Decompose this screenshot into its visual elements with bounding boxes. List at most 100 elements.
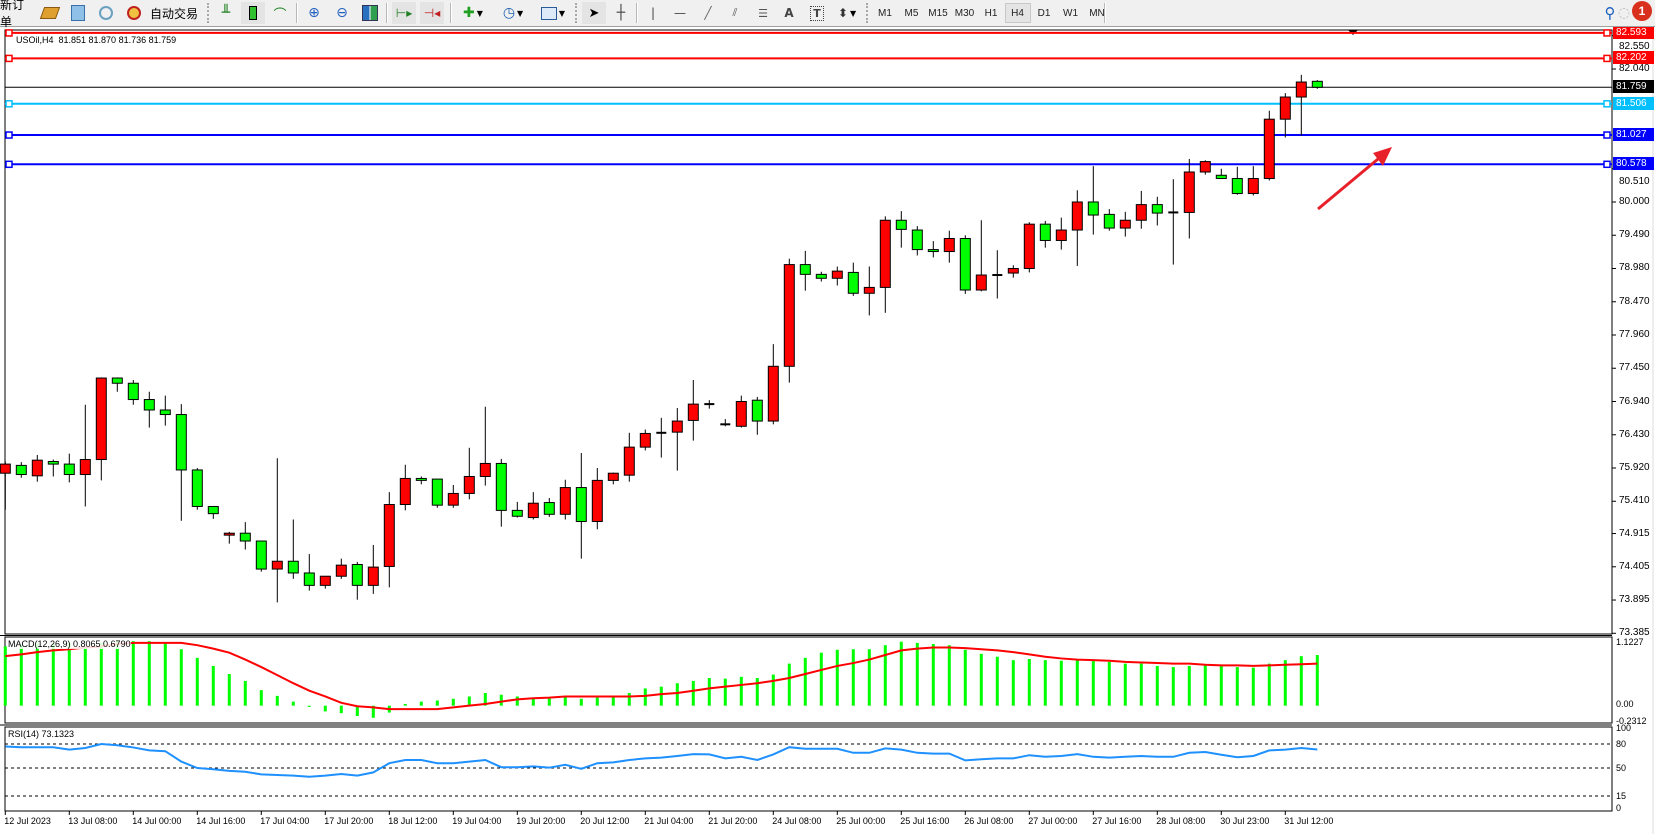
macd-histogram-bar — [643, 688, 647, 706]
zoom-out-icon: ⊖ — [336, 5, 348, 21]
macd-histogram-bar — [1027, 659, 1031, 706]
macd-histogram-bar — [499, 694, 503, 706]
candle — [720, 419, 731, 427]
vertical-line-button[interactable]: | — [641, 2, 665, 24]
signals-button[interactable] — [94, 2, 118, 24]
auto-trading-button[interactable] — [122, 2, 146, 24]
arrows-button[interactable]: ⬍ ▼ — [830, 2, 864, 24]
timeframe-m30[interactable]: M30 — [954, 7, 975, 19]
macd-histogram-bar — [1267, 663, 1271, 706]
auto-scroll-button[interactable]: ⊢▸ — [392, 2, 416, 24]
toolbar: 新订单 自动交易 ╨ ⌒ ⊕ ⊖ ⊢▸ ⊣◂ ✚ ▼ ◷ ▼ ▼ ➤ ┼ | — ╱… — [0, 0, 1655, 29]
candle-body — [127, 382, 139, 401]
timeframe-m5[interactable]: M5 — [904, 7, 919, 19]
macd-histogram-bar — [307, 705, 311, 707]
vertical-line-icon: | — [650, 6, 656, 20]
zoom-out-button[interactable]: ⊖ — [330, 2, 354, 24]
candle — [671, 408, 683, 471]
macd-histogram-bar — [1075, 660, 1079, 706]
candle-body — [463, 475, 475, 494]
notification-badge[interactable]: 1 — [1632, 1, 1652, 21]
candle — [447, 484, 459, 508]
candle — [1279, 93, 1291, 138]
candle — [79, 404, 91, 507]
periods-button[interactable]: ◷ ▼ — [496, 2, 530, 24]
fibonacci-button[interactable]: ☰ — [751, 2, 775, 24]
line-chart-button[interactable]: ⌒ — [268, 2, 292, 24]
trendline-button[interactable]: ╱ — [696, 2, 720, 24]
candle-body — [415, 477, 427, 481]
candle — [687, 379, 699, 441]
candle — [1023, 222, 1035, 273]
candle — [559, 479, 571, 520]
candle — [255, 540, 267, 572]
candle-body — [175, 414, 187, 471]
candlestick-button[interactable] — [241, 2, 265, 24]
candle — [815, 271, 827, 282]
candle — [607, 472, 619, 485]
timeframe-h4[interactable]: H4 — [1004, 3, 1031, 23]
market-watch-button[interactable] — [38, 2, 62, 24]
candle — [1087, 166, 1099, 235]
candle — [223, 531, 235, 544]
chat-button[interactable]: ◌ — [1612, 2, 1636, 24]
candle — [399, 464, 411, 511]
text-label-button[interactable]: T — [805, 2, 829, 24]
dropdown-arrow-icon: ▼ — [558, 8, 566, 18]
text-button[interactable]: A — [777, 2, 801, 24]
auto-trading-label-button[interactable]: 自动交易 — [146, 2, 202, 24]
periods-icon: ◷ — [502, 5, 516, 21]
macd-histogram-bar — [611, 696, 615, 706]
candle-body — [1039, 223, 1051, 241]
candle-body — [1055, 229, 1067, 241]
candle — [1151, 196, 1163, 226]
templates-button[interactable]: ▼ — [536, 2, 570, 24]
macd-histogram-bar — [147, 641, 151, 706]
tile-windows-button[interactable] — [358, 2, 382, 24]
timeframe-w1[interactable]: W1 — [1063, 7, 1078, 19]
timeframe-mn[interactable]: MN — [1089, 7, 1105, 19]
candle — [943, 230, 955, 263]
candle — [639, 429, 651, 451]
candle-body — [671, 420, 683, 433]
candle-body — [1087, 201, 1099, 216]
separator — [386, 3, 388, 23]
candle — [63, 453, 75, 483]
zoom-in-button[interactable]: ⊕ — [302, 2, 326, 24]
bar-chart-button[interactable]: ╨ — [214, 2, 238, 24]
zoom-in-icon: ⊕ — [308, 5, 320, 21]
timeframe-m15[interactable]: M15 — [928, 7, 948, 19]
new-order-button[interactable]: 新订单 — [0, 0, 34, 29]
indicators-button[interactable]: ✚ ▼ — [456, 2, 490, 24]
text-label-icon: T — [810, 5, 824, 21]
candle-body — [959, 238, 971, 291]
horizontal-line-button[interactable]: — — [668, 2, 692, 24]
search-button[interactable]: ⚲ — [1598, 2, 1622, 24]
candle-body — [1071, 201, 1083, 231]
macd-histogram-bar — [1155, 665, 1159, 706]
chart-shift-icon: ⊣◂ — [423, 6, 441, 20]
candle-body — [575, 487, 587, 522]
crosshair-button[interactable]: ┼ — [609, 2, 633, 24]
candle-body — [271, 560, 283, 570]
separator — [296, 3, 298, 23]
macd-histogram-bar — [67, 642, 71, 706]
bar-chart-icon: ╨ — [221, 5, 231, 21]
chart-shift-button[interactable]: ⊣◂ — [420, 2, 444, 24]
candle — [1247, 166, 1259, 196]
timeframe-d1[interactable]: D1 — [1037, 7, 1051, 19]
line-chart-icon: ⌒ — [273, 7, 287, 23]
macd-histogram-bar — [707, 678, 711, 706]
cursor-button[interactable]: ➤ — [582, 2, 606, 24]
timeframe-h1[interactable]: H1 — [984, 7, 998, 19]
macd-histogram-bar — [771, 674, 775, 706]
macd-histogram-bar — [819, 652, 823, 706]
candle — [1215, 168, 1227, 180]
macd-histogram-bar — [323, 705, 327, 712]
navigator-button[interactable] — [66, 2, 90, 24]
candle-body — [159, 409, 171, 416]
equidistant-channel-button[interactable]: ⫽ — [723, 2, 747, 24]
timeframe-m1[interactable]: M1 — [878, 7, 892, 19]
candle — [287, 519, 299, 579]
